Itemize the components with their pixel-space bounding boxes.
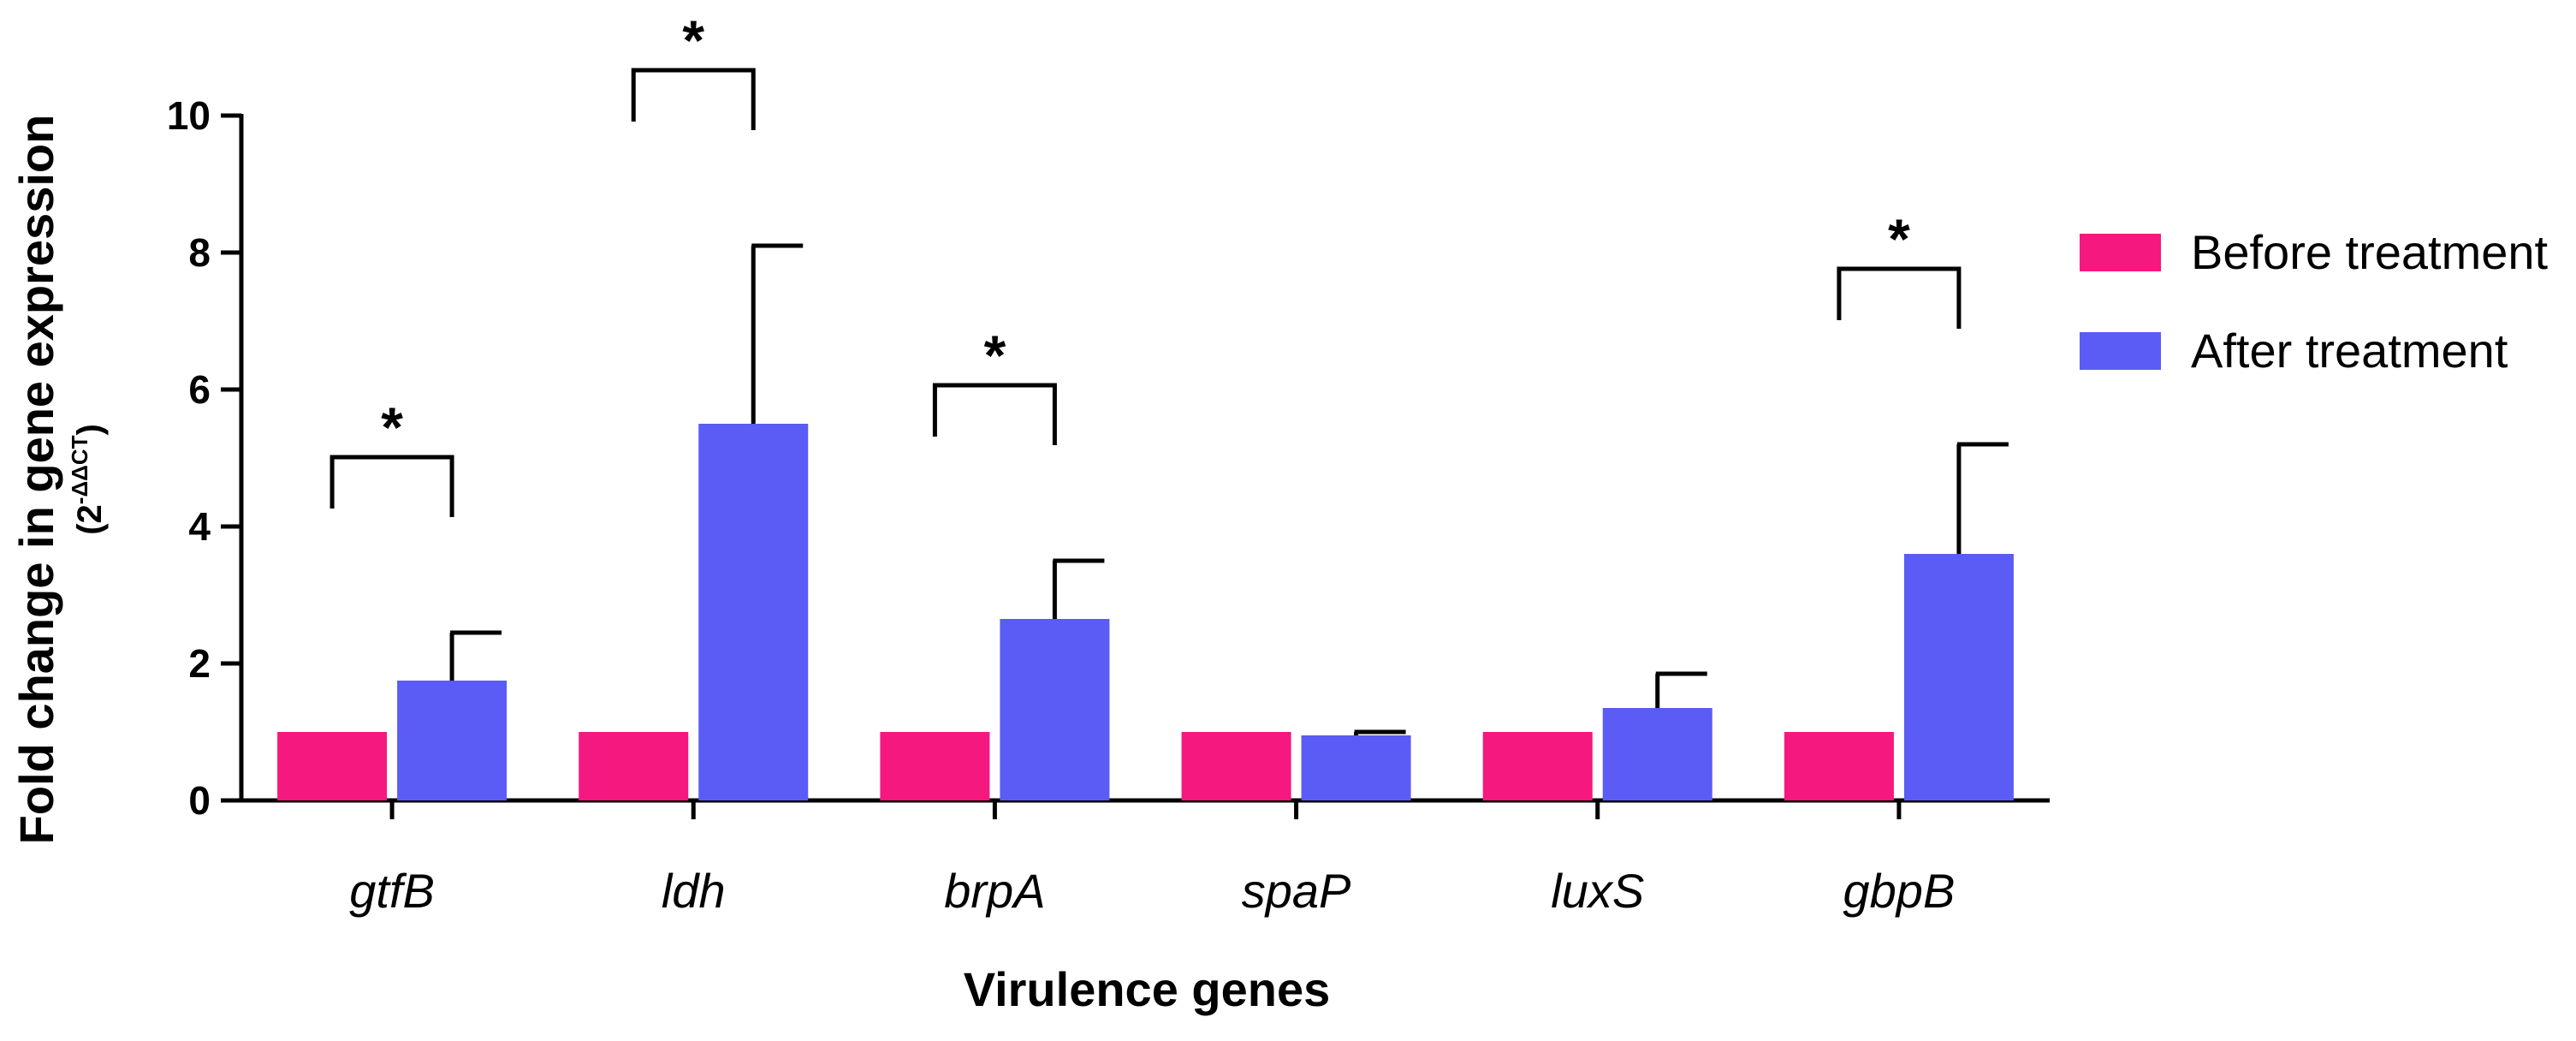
- legend-label: Before treatment: [2191, 225, 2549, 279]
- error-bars: [449, 243, 2009, 735]
- legend: Before treatment After treatment: [2080, 225, 2549, 378]
- x-tick-label: spaP: [1242, 864, 1351, 918]
- y-axis-sub-superscript: -ΔΔCT: [67, 435, 92, 504]
- y-axis-title-main: Fold change in gene expression: [9, 115, 63, 845]
- y-tick-label: 4: [188, 504, 211, 549]
- significance-star: *: [1888, 207, 1910, 271]
- bar: [1181, 732, 1291, 800]
- significance-star: *: [984, 324, 1006, 387]
- bar: [397, 681, 507, 800]
- bar: [1301, 735, 1411, 800]
- x-tick-label: gbpB: [1843, 864, 1956, 918]
- significance-bracket: [1837, 266, 1962, 329]
- bar: [277, 732, 388, 800]
- significance-bracket: [329, 455, 454, 517]
- bar: [1000, 619, 1110, 800]
- y-tick-label: 6: [188, 367, 211, 412]
- significance-markers: * * * *: [329, 9, 1962, 517]
- bar: [1482, 732, 1593, 800]
- y-tick-label: 10: [167, 93, 211, 138]
- bar: [1903, 554, 2014, 800]
- x-tick-label: luxS: [1551, 864, 1644, 918]
- significance-star: *: [682, 9, 704, 72]
- significance-bracket: [932, 383, 1057, 445]
- bar: [880, 732, 990, 800]
- significance-star: *: [381, 396, 403, 459]
- x-tick-label: ldh: [662, 864, 726, 918]
- x-tick-label: gtfB: [349, 864, 435, 918]
- y-tick-label: 8: [188, 230, 211, 275]
- axes: 0 2 4 6 8 10 gtfB ldh brpA spaP luxS gbpB: [167, 93, 2050, 918]
- y-axis-sub-prefix: (2: [71, 504, 109, 535]
- significance-bracket: [631, 68, 756, 130]
- y-tick-label: 2: [188, 641, 211, 686]
- x-axis-title: Virulence genes: [964, 962, 1331, 1016]
- bar: [1784, 732, 1894, 800]
- y-axis-title-sub: (2-ΔΔCT): [67, 424, 109, 535]
- bar: [579, 732, 689, 800]
- legend-swatch: [2080, 332, 2161, 370]
- legend-label: After treatment: [2191, 324, 2508, 378]
- bars: [277, 424, 2014, 800]
- y-tick-label: 0: [188, 778, 211, 823]
- y-axis-title: Fold change in gene expression (2-ΔΔCT): [9, 115, 109, 845]
- legend-swatch: [2080, 234, 2161, 271]
- bar: [698, 424, 809, 800]
- y-axis-sub-suffix: ): [71, 424, 109, 435]
- x-tick-label: brpA: [944, 864, 1045, 918]
- bar: [1602, 708, 1712, 800]
